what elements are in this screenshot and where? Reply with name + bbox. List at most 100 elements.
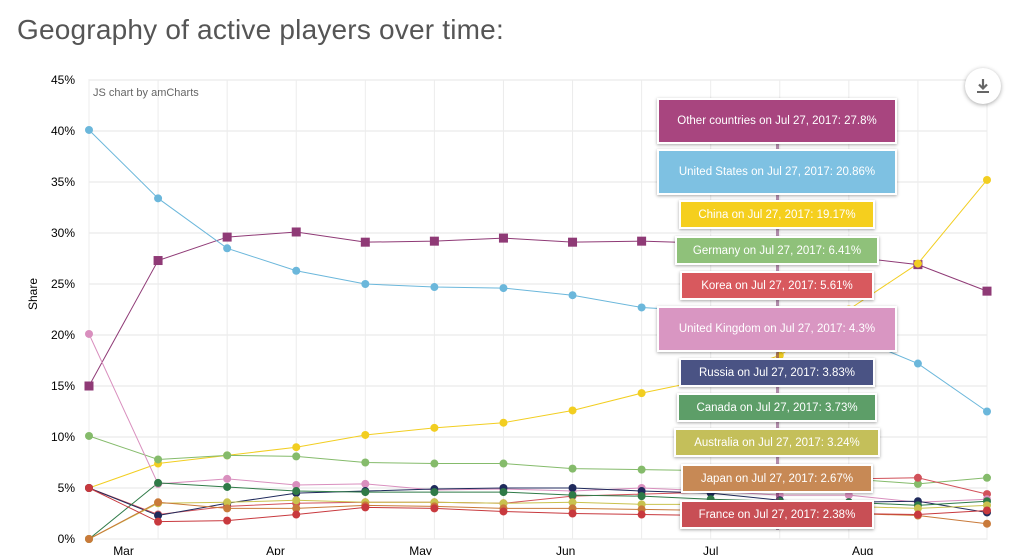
data-point	[983, 519, 991, 528]
data-point	[568, 291, 577, 300]
data-point	[222, 232, 232, 242]
data-point	[361, 458, 370, 467]
data-point	[292, 452, 301, 461]
tooltip-united-states: United States on Jul 27, 2017: 20.86%	[657, 149, 897, 195]
x-tick-label: Aug	[852, 544, 873, 555]
data-point	[637, 510, 646, 519]
data-point	[223, 474, 232, 483]
data-point	[568, 498, 577, 507]
data-point	[154, 194, 163, 203]
data-point	[913, 479, 922, 488]
data-point	[983, 407, 991, 416]
data-point	[223, 516, 232, 525]
data-point	[85, 535, 93, 543]
y-tick-label: 30%	[51, 226, 75, 240]
data-point	[361, 503, 370, 512]
data-point	[637, 389, 646, 398]
y-tick-label: 25%	[51, 277, 75, 291]
data-point	[913, 473, 922, 482]
data-point	[844, 491, 853, 500]
data-point	[913, 359, 922, 368]
data-point	[292, 510, 301, 519]
data-point	[430, 423, 439, 432]
data-point	[154, 498, 163, 507]
data-point	[85, 431, 93, 440]
y-tick-label: 35%	[51, 175, 75, 189]
data-point	[499, 284, 508, 293]
data-point	[292, 266, 301, 275]
data-point	[85, 329, 93, 338]
chart-credit[interactable]: JS chart by amCharts	[93, 87, 199, 99]
data-point	[637, 303, 646, 312]
tooltip-france: France on Jul 27, 2017: 2.38%	[680, 500, 874, 529]
data-point	[983, 473, 991, 482]
tooltip-japan: Japan on Jul 27, 2017: 2.67%	[681, 464, 873, 493]
data-point	[568, 464, 577, 473]
data-point	[982, 286, 992, 296]
y-tick-label: 0%	[58, 532, 76, 546]
data-point	[568, 509, 577, 518]
data-point	[223, 482, 232, 491]
page-title: Geography of active players over time:	[17, 14, 504, 45]
y-tick-label: 15%	[51, 379, 75, 393]
data-point	[499, 459, 508, 468]
x-tick-label: Jul	[703, 544, 718, 555]
y-tick-label: 20%	[51, 328, 75, 342]
data-point	[154, 511, 163, 520]
data-point	[84, 381, 94, 391]
data-point	[430, 488, 439, 497]
data-point	[568, 237, 578, 247]
x-tick-label: Apr	[266, 544, 285, 555]
y-axis-label: Share	[26, 277, 40, 310]
data-point	[637, 236, 647, 246]
x-tick-label: May	[409, 544, 432, 555]
data-point	[85, 484, 93, 492]
data-point	[292, 487, 301, 496]
x-tick-label: Mar	[113, 544, 134, 555]
data-point	[292, 480, 301, 489]
tooltip-australia: Australia on Jul 27, 2017: 3.24%	[674, 428, 880, 457]
series-line	[88, 333, 988, 503]
download-button[interactable]	[965, 68, 1001, 104]
data-point	[154, 478, 163, 487]
tooltip-united-kingdom: United Kingdom on Jul 27, 2017: 4.3%	[657, 306, 897, 352]
data-point	[637, 492, 646, 501]
data-point	[568, 491, 577, 500]
tooltip-china: China on Jul 27, 2017: 19.17%	[679, 200, 875, 229]
y-tick-label: 45%	[51, 73, 75, 87]
data-point	[430, 459, 439, 468]
data-point	[361, 430, 370, 439]
data-point	[153, 256, 163, 266]
data-point	[430, 283, 439, 292]
data-point	[637, 465, 646, 474]
data-point	[291, 227, 301, 237]
data-point	[913, 259, 922, 268]
y-tick-label: 40%	[51, 124, 75, 138]
y-tick-label: 5%	[58, 481, 76, 495]
tooltip-korea: Korea on Jul 27, 2017: 5.61%	[680, 271, 874, 300]
data-point	[223, 498, 232, 507]
data-point	[223, 244, 232, 253]
data-point	[223, 504, 232, 513]
data-point	[154, 455, 163, 464]
data-point	[154, 517, 163, 526]
data-point	[361, 488, 370, 497]
data-point	[430, 504, 439, 513]
data-point	[568, 406, 577, 415]
data-point	[983, 175, 991, 184]
data-point	[429, 236, 439, 246]
data-point	[360, 237, 370, 247]
data-point	[361, 280, 370, 288]
tooltip-russia: Russia on Jul 27, 2017: 3.83%	[679, 358, 875, 387]
x-tick-label: Jun	[556, 544, 575, 555]
tooltip-other-countries: Other countries on Jul 27, 2017: 27.8%	[657, 98, 897, 144]
data-point	[913, 504, 922, 513]
tooltip-canada: Canada on Jul 27, 2017: 3.73%	[677, 393, 877, 422]
data-point	[498, 233, 508, 243]
data-point	[913, 510, 922, 519]
data-point	[292, 504, 301, 513]
data-point	[223, 451, 232, 460]
data-point	[568, 484, 577, 492]
data-point	[499, 418, 508, 427]
